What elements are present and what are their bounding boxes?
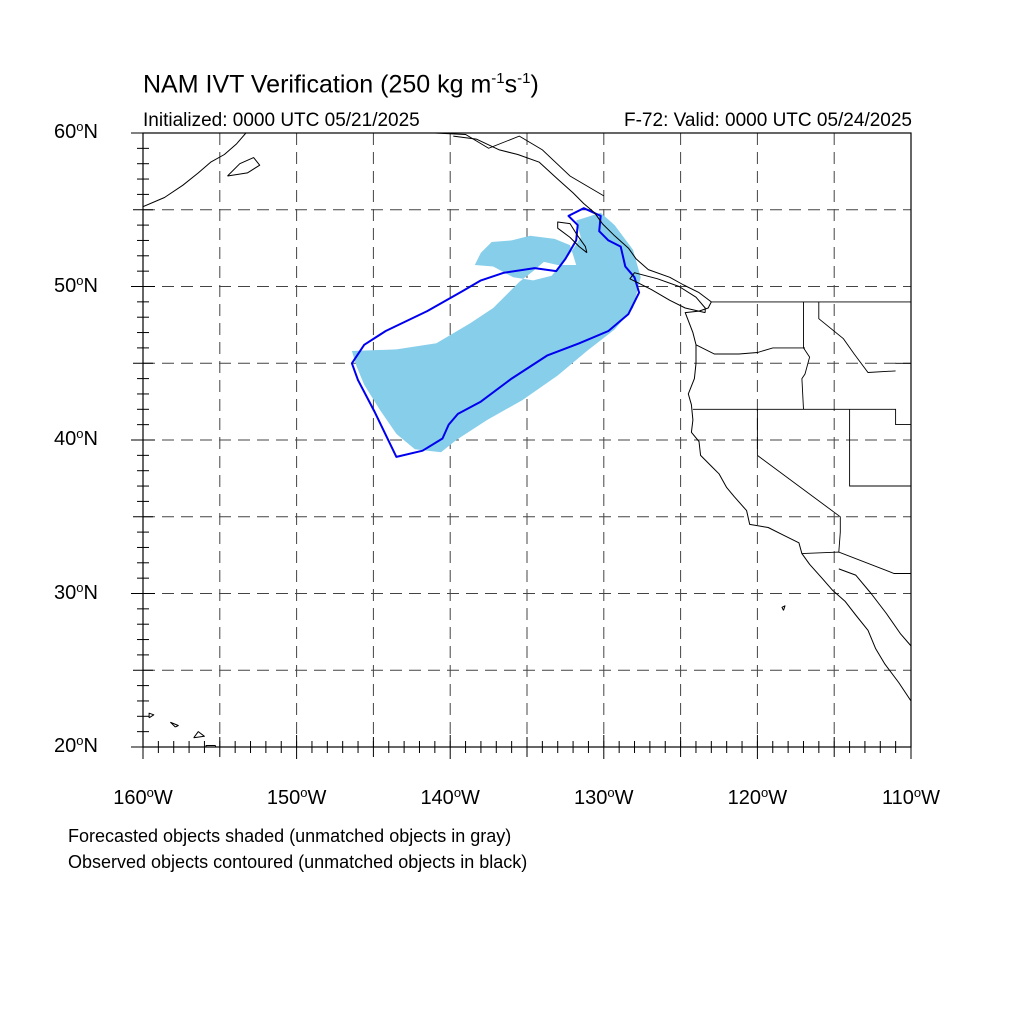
- lat-label-hemisphere: N: [83, 735, 98, 757]
- plot-title: NAM IVT Verification (250 kg m-1s-1): [143, 70, 539, 99]
- coastline: [170, 721, 179, 728]
- lat-label: 60oN: [54, 119, 98, 144]
- lon-label-value: 120: [727, 787, 762, 809]
- coastline: [143, 133, 247, 208]
- lat-label-hemisphere: N: [83, 581, 98, 604]
- degree-symbol: o: [76, 426, 84, 441]
- ivt-objects: [350, 207, 641, 458]
- degree-symbol: o: [300, 785, 308, 800]
- coastline: [148, 712, 155, 719]
- lat-label: 50oN: [54, 273, 98, 298]
- lat-label-hemisphere: N: [83, 274, 98, 297]
- lat-label-value: 40: [54, 428, 77, 450]
- political-boundary: [801, 301, 811, 410]
- lat-label-hemisphere: N: [83, 428, 98, 450]
- lon-label-hemisphere: W: [461, 787, 480, 809]
- lon-label: 150oW: [267, 785, 327, 810]
- political-boundary: [801, 551, 911, 574]
- coastline: [838, 568, 911, 647]
- degree-symbol: o: [76, 272, 84, 288]
- observed-ivt-contour: [350, 207, 641, 458]
- lat-label-value: 20: [54, 735, 77, 757]
- lon-label-hemisphere: W: [307, 787, 327, 809]
- degree-symbol: o: [761, 785, 769, 800]
- map-frame: [142, 132, 912, 748]
- forecast-ivt-object: [351, 212, 641, 453]
- initialized-subtitle: Initialized: 0000 UTC 05/21/2025: [143, 110, 420, 131]
- lat-label: 40oN: [54, 426, 98, 451]
- political-boundary: [756, 409, 841, 553]
- lon-label: 160oW: [113, 785, 173, 810]
- lat-label-value: 30: [54, 581, 77, 604]
- lon-label-value: 150: [266, 787, 301, 809]
- degree-symbol: o: [607, 785, 615, 800]
- coastline: [227, 157, 261, 177]
- title-close: ): [530, 70, 539, 99]
- lon-label-value: 160: [113, 787, 147, 809]
- political-boundary: [695, 344, 805, 355]
- title-m-exponent: -1: [491, 70, 505, 87]
- degree-symbol: o: [453, 785, 462, 800]
- coastline: [205, 745, 217, 747]
- lon-label-value: 140: [420, 787, 454, 809]
- lon-label-hemisphere: W: [614, 787, 634, 809]
- degree-symbol: o: [76, 579, 84, 595]
- lat-label-hemisphere: N: [83, 121, 98, 143]
- coastlines: [143, 133, 911, 747]
- political-boundary: [849, 409, 911, 487]
- lon-label: 130oW: [574, 785, 634, 810]
- lat-label-value: 60: [54, 121, 77, 143]
- lat-label: 20oN: [54, 733, 98, 758]
- political-boundary: [818, 301, 896, 373]
- axis-ticks: [131, 132, 912, 759]
- lon-label: 110oW: [882, 785, 940, 810]
- lat-label-value: 50: [54, 274, 77, 297]
- lon-label-value: 130: [574, 787, 608, 809]
- lat-label: 30oN: [54, 580, 98, 605]
- degree-symbol: o: [913, 785, 922, 800]
- coastline: [453, 135, 911, 702]
- lon-label: 120oW: [728, 785, 788, 810]
- forecast-footnote: Forecasted objects shaded (unmatched obj…: [68, 826, 512, 846]
- political-boundary: [434, 133, 605, 197]
- lon-label-value: 110: [881, 787, 914, 809]
- graticule: [143, 133, 911, 747]
- coastline: [193, 731, 205, 739]
- title-text: NAM IVT Verification (250 kg m: [143, 70, 492, 99]
- degree-symbol: o: [76, 733, 84, 748]
- title-s-exponent: -1: [517, 70, 531, 87]
- observed-footnote: Observed objects contoured (unmatched ob…: [68, 852, 528, 872]
- coastline: [557, 221, 588, 254]
- lon-label-hemisphere: W: [153, 787, 173, 809]
- political-boundary: [849, 408, 911, 426]
- coastline: [781, 605, 786, 611]
- degree-symbol: o: [76, 119, 84, 134]
- lon-label-hemisphere: W: [921, 787, 941, 809]
- title-s-unit: s: [504, 70, 518, 99]
- lon-label: 140oW: [420, 785, 480, 810]
- valid-subtitle: F-72: Valid: 0000 UTC 05/24/2025: [624, 110, 912, 131]
- coastline: [629, 272, 706, 314]
- lon-label-hemisphere: W: [768, 787, 788, 809]
- degree-symbol: o: [146, 785, 154, 800]
